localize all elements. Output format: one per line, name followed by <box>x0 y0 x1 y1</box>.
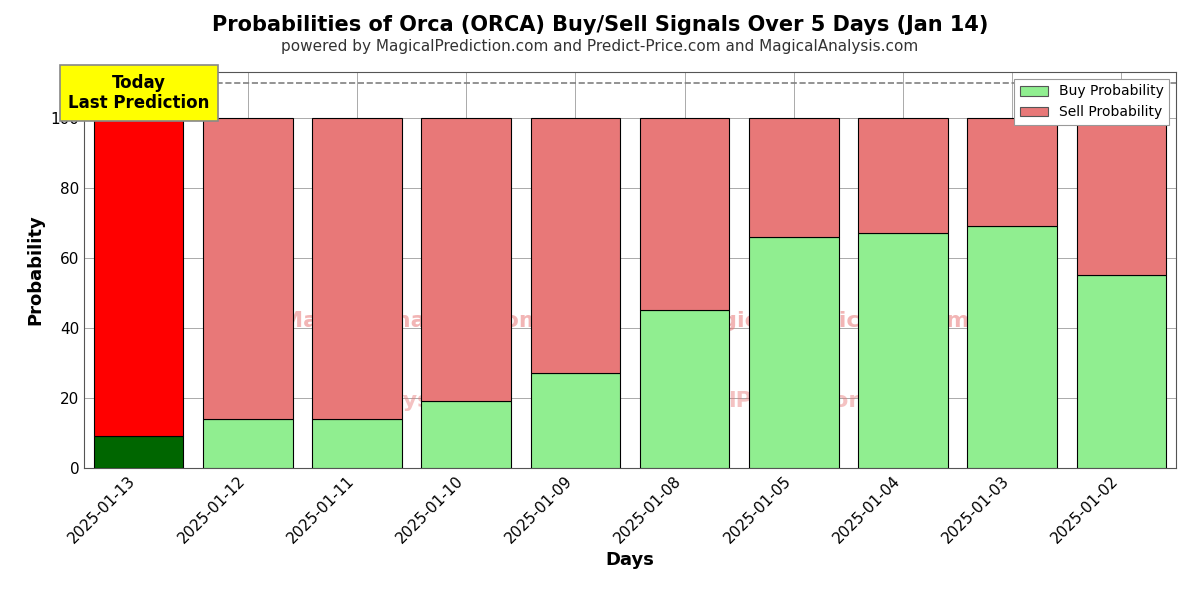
Bar <box>312 419 402 468</box>
Text: MagicalAnalysis.com: MagicalAnalysis.com <box>281 311 542 331</box>
Bar <box>967 226 1057 468</box>
Text: powered by MagicalPrediction.com and Predict-Price.com and MagicalAnalysis.com: powered by MagicalPrediction.com and Pre… <box>281 39 919 54</box>
Text: Probabilities of Orca (ORCA) Buy/Sell Signals Over 5 Days (Jan 14): Probabilities of Orca (ORCA) Buy/Sell Si… <box>212 15 988 35</box>
Bar <box>203 118 293 419</box>
Bar <box>640 310 730 468</box>
Bar <box>1076 118 1166 275</box>
Bar <box>203 419 293 468</box>
Text: MagicalPrediction.com: MagicalPrediction.com <box>684 311 970 331</box>
Bar <box>421 118 511 401</box>
X-axis label: Days: Days <box>606 551 654 569</box>
Bar <box>858 118 948 233</box>
Y-axis label: Probability: Probability <box>26 215 44 325</box>
Text: Today
Last Prediction: Today Last Prediction <box>68 74 209 112</box>
Text: lPrediction.com: lPrediction.com <box>728 391 925 410</box>
Bar <box>967 118 1057 226</box>
Bar <box>749 237 839 468</box>
Bar <box>94 118 184 436</box>
Bar <box>749 118 839 237</box>
Bar <box>640 118 730 310</box>
Bar <box>312 118 402 419</box>
Legend: Buy Probability, Sell Probability: Buy Probability, Sell Probability <box>1014 79 1169 125</box>
Bar <box>94 436 184 468</box>
Bar <box>421 401 511 468</box>
Text: calAnalysis.com: calAnalysis.com <box>311 391 512 410</box>
Bar <box>1076 275 1166 468</box>
Bar <box>530 373 620 468</box>
Bar <box>858 233 948 468</box>
Bar <box>530 118 620 373</box>
